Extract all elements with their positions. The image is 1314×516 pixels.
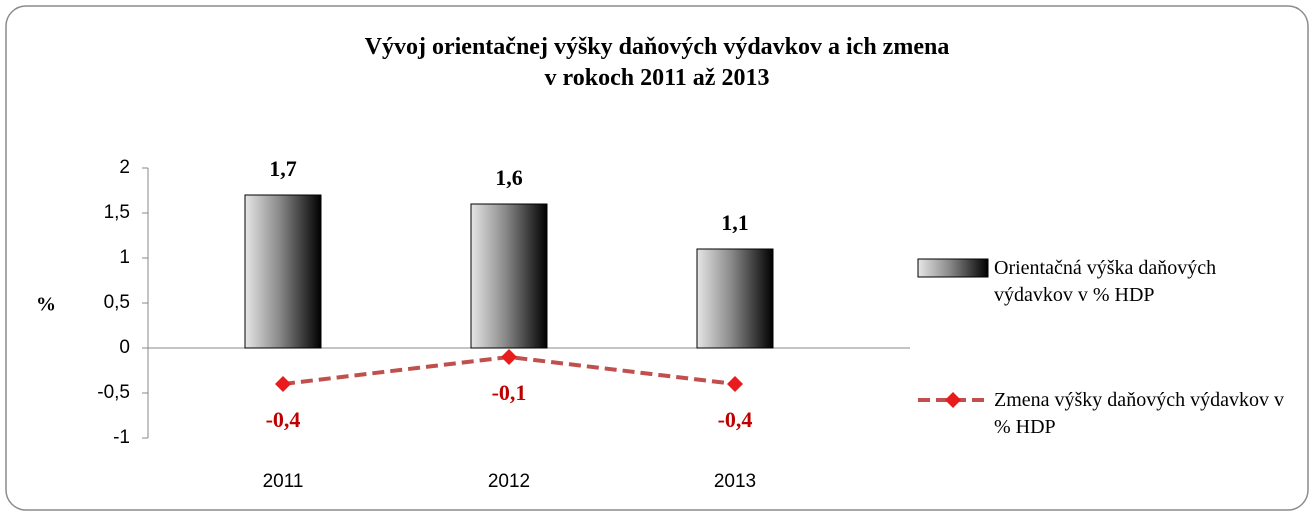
data-label: 1,6 [495,165,523,190]
bar [696,248,774,349]
x-tick-label: 2013 [714,471,756,492]
y-tick-label: 2 [119,157,130,178]
y-tick-label: -0,5 [97,382,130,403]
bar [470,203,548,349]
data-label: -0,4 [266,407,301,432]
y-tick-label: 0 [119,337,130,358]
y-tick-label: 0,5 [104,292,130,313]
y-tick-label: -1 [113,427,130,448]
marker [275,376,291,392]
bar [244,194,322,349]
data-label: -0,4 [718,407,753,432]
data-label: -0,1 [492,380,527,405]
marker [501,349,517,365]
data-label: 1,1 [721,210,749,235]
y-tick-label: 1,5 [104,202,130,223]
legend-marker [945,392,961,408]
legend-label: Zmena výšky daňových výdavkov v % HDP [994,389,1284,438]
y-tick-label: 1 [119,247,130,268]
x-tick-label: 2012 [488,471,530,492]
legend-swatch [917,258,989,278]
data-label: 1,7 [269,156,297,181]
y-axis-label: % [36,294,56,316]
chart-border [5,5,1309,511]
chart-title: Vývoj orientačnej výšky daňových výdavko… [364,34,950,91]
x-tick-label: 2011 [263,471,304,492]
legend-label: Orientačná výška daňových výdavkov v % H… [994,257,1217,306]
marker [727,376,743,392]
